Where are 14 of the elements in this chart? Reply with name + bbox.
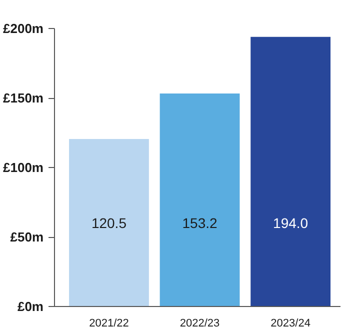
y-tick-label: £200m [3, 21, 44, 36]
data-label: 153.2 [182, 215, 218, 232]
y-tick-label: £50m [10, 230, 44, 244]
y-tick-label: £150m [3, 90, 44, 106]
bar [250, 36, 331, 306]
data-label: 194.0 [273, 215, 308, 232]
bar [160, 94, 240, 306]
data-label: 120.5 [91, 215, 127, 232]
y-tick-label: £0m [17, 299, 44, 314]
x-tick-label: 2023/24 [270, 318, 310, 330]
y-tick-label: £100m [3, 160, 44, 175]
x-tick-label: 2022/23 [180, 318, 220, 330]
x-tick-label: 2021/22 [89, 318, 129, 330]
bar [69, 139, 149, 306]
